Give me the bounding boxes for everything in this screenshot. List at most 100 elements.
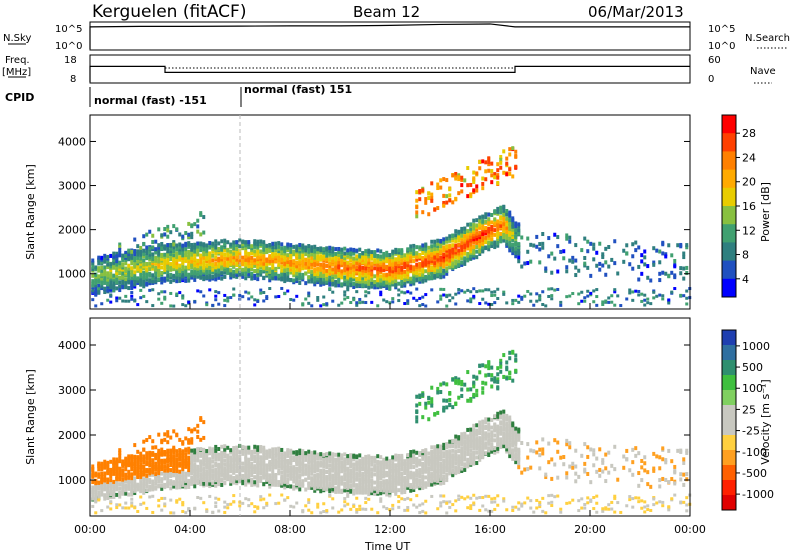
power-cell	[475, 249, 479, 254]
velocity-cell	[169, 479, 173, 484]
power-cell	[289, 298, 293, 302]
velocity-cell	[391, 482, 395, 487]
power-cell	[445, 304, 449, 308]
velocity-cell	[160, 458, 164, 463]
velocity-cell	[271, 456, 275, 461]
velocity-cell	[391, 466, 395, 471]
velocity-cell	[115, 503, 119, 507]
power-cell	[235, 250, 239, 255]
power-cell	[478, 239, 482, 244]
power-cell	[184, 231, 188, 236]
nsky-tick-bottom-left: 10^0	[55, 41, 82, 52]
power-cell	[151, 264, 155, 269]
power-cell	[451, 266, 455, 271]
power-cell	[460, 183, 464, 188]
velocity-cell	[271, 473, 275, 478]
velocity-cell	[133, 461, 137, 466]
velocity-cell	[175, 467, 179, 472]
velocity-cell	[163, 476, 167, 481]
velocity-cell	[382, 479, 386, 484]
velocity-cell	[115, 479, 119, 484]
power-cell	[214, 265, 218, 270]
power-cell	[220, 276, 224, 281]
power-cell	[136, 303, 140, 307]
power-cell	[433, 243, 437, 248]
power-cell	[379, 290, 383, 294]
power-cell	[595, 263, 599, 268]
velocity-cell	[328, 451, 332, 456]
velocity-cell	[160, 471, 164, 476]
velocity-cell	[184, 478, 188, 483]
velocity-cell	[157, 498, 161, 502]
power-cell	[379, 254, 383, 259]
velocity-cell	[256, 470, 260, 475]
power-cell	[271, 270, 275, 275]
power-cell	[508, 147, 512, 152]
velocity-cell	[364, 460, 368, 465]
power-cell	[106, 273, 110, 278]
power-cell	[466, 288, 470, 292]
velocity-cell	[325, 485, 329, 490]
power-cell	[424, 254, 428, 259]
power-cell	[178, 245, 182, 250]
velocity-cell	[169, 454, 173, 459]
velocity-cell	[415, 457, 419, 462]
power-cell	[568, 258, 572, 263]
power-cell	[166, 257, 170, 262]
velocity-cell	[418, 511, 422, 515]
velocity-cell	[343, 457, 347, 462]
velocity-cell	[94, 481, 98, 486]
velocity-cell	[433, 449, 437, 454]
velocity-cell	[94, 496, 98, 501]
power-cell	[247, 251, 251, 256]
power-cell	[199, 248, 203, 253]
power-cell	[211, 246, 215, 251]
velocity-cell	[319, 471, 323, 476]
power-cell	[160, 280, 164, 285]
power-cell	[556, 244, 560, 249]
power-cell	[316, 250, 320, 255]
power-cell	[205, 243, 209, 248]
velocity-cell	[214, 463, 218, 468]
velocity-cell	[181, 503, 185, 507]
velocity-cell	[307, 459, 311, 464]
velocity-cell	[169, 511, 173, 515]
power-cell	[385, 275, 389, 280]
velocity-cell	[436, 507, 440, 511]
power-cell	[181, 303, 185, 307]
velocity-cell	[304, 457, 308, 462]
power-cell	[244, 290, 248, 294]
power-cell	[295, 244, 299, 249]
velocity-cell	[112, 457, 116, 462]
power-cell	[406, 290, 410, 294]
power-cell	[304, 281, 308, 286]
velocity-cell	[178, 451, 182, 456]
power-cell	[520, 297, 524, 301]
velocity-cell	[175, 453, 179, 458]
power-cell	[364, 251, 368, 256]
power-cell	[307, 301, 311, 305]
velocity-cell	[421, 481, 425, 486]
power-cell	[598, 241, 602, 246]
velocity-cell	[148, 435, 152, 440]
velocity-cell	[157, 473, 161, 478]
power-cell	[517, 231, 521, 236]
velocity-cell	[352, 491, 356, 496]
velocity-cell	[295, 485, 299, 490]
velocity-cell	[325, 479, 329, 484]
velocity-cell	[151, 470, 155, 475]
power-cell	[103, 279, 107, 284]
velocity-cell	[172, 484, 176, 489]
velocity-cell	[352, 453, 356, 458]
power-cell	[133, 258, 137, 263]
power-cell	[286, 242, 290, 247]
velocity-cell	[259, 445, 263, 450]
power-cell	[328, 271, 332, 276]
power-cell	[112, 277, 116, 282]
power-cell	[463, 237, 467, 242]
power-cell	[442, 237, 446, 242]
velocity-cell	[220, 450, 224, 455]
power-cell	[202, 247, 206, 252]
velocity-cell	[325, 483, 329, 488]
power-cell	[508, 218, 512, 223]
